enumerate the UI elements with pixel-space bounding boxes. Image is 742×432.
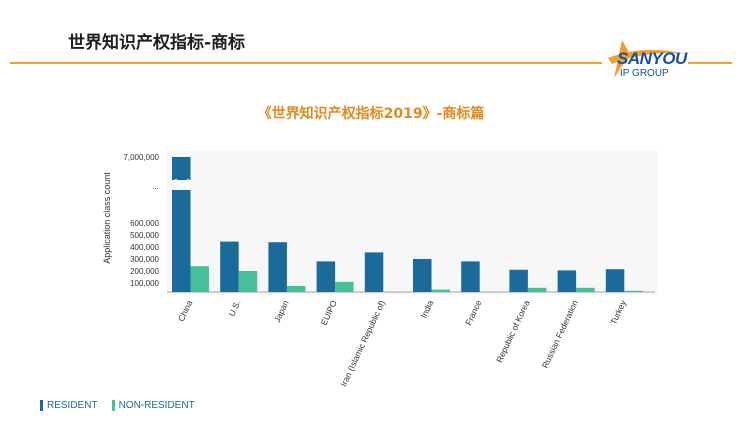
- sanyou-logo: SANYOU IP GROUP: [600, 38, 688, 90]
- y-tick-label: 200,000: [130, 267, 159, 276]
- y-tick-label: 400,000: [130, 243, 159, 252]
- bar: [364, 252, 384, 292]
- bar: [557, 270, 577, 292]
- title-divider-right: [688, 62, 732, 64]
- bar: [624, 290, 643, 292]
- bar: [286, 286, 306, 292]
- bar: [605, 269, 625, 292]
- bar: [220, 241, 239, 292]
- bar: [413, 259, 432, 292]
- title-divider: [10, 62, 602, 64]
- x-tick-label: Turkey: [608, 298, 628, 326]
- bar: [527, 287, 547, 292]
- plot-area: [167, 150, 658, 295]
- x-tick-label: France: [463, 298, 483, 326]
- y-tick-label: 500,000: [130, 231, 159, 240]
- bar: [576, 287, 595, 292]
- x-tick-label: Iran (Islamic Republic of): [338, 298, 387, 388]
- bar: [316, 261, 336, 292]
- x-tick-label: Japan: [272, 298, 291, 323]
- x-tick-label: China: [176, 298, 195, 323]
- slide-title: 世界知识产权指标-商标: [68, 33, 246, 53]
- bar: [172, 157, 191, 292]
- legend-label-resident: RESIDENT: [47, 400, 98, 411]
- bar: [335, 281, 354, 292]
- y-tick-label: 7,000,000: [123, 153, 159, 162]
- axis-break-mark: [169, 178, 194, 188]
- bar: [509, 269, 528, 292]
- y-axis-title: Application class count: [102, 172, 112, 264]
- legend-label-non-resident: NON-RESIDENT: [118, 400, 195, 411]
- x-tick-label: EUIPO: [319, 298, 339, 327]
- y-tick-label: 600,000: [130, 219, 159, 228]
- chart-heading: 《世界知识产权指标2019》-商标篇: [257, 106, 485, 122]
- chart-legend: RESIDENT NON-RESIDENT: [40, 400, 209, 411]
- legend-item-non-resident: NON-RESIDENT: [111, 400, 195, 411]
- legend-swatch-resident: [40, 400, 43, 411]
- y-tick-label: ...: [152, 182, 159, 191]
- x-tick-label: Russian Federation: [540, 298, 580, 369]
- legend-item-resident: RESIDENT: [40, 400, 98, 411]
- logo-sub: IP GROUP: [620, 68, 669, 79]
- x-tick-label: U.S.: [226, 299, 242, 318]
- logo-brand: SANYOU: [617, 49, 687, 68]
- bar: [461, 261, 480, 292]
- bar: [268, 242, 287, 292]
- legend-swatch-non-resident: [111, 400, 115, 411]
- y-tick-label: 100,000: [130, 279, 159, 288]
- y-tick-label: 300,000: [130, 255, 159, 264]
- x-tick-label: India: [418, 298, 435, 319]
- bar: [431, 289, 450, 292]
- x-tick-label: Republic of Korea: [494, 298, 532, 364]
- logo-swoosh-icon: [608, 40, 686, 78]
- bar: [190, 266, 209, 292]
- bar: [238, 271, 258, 292]
